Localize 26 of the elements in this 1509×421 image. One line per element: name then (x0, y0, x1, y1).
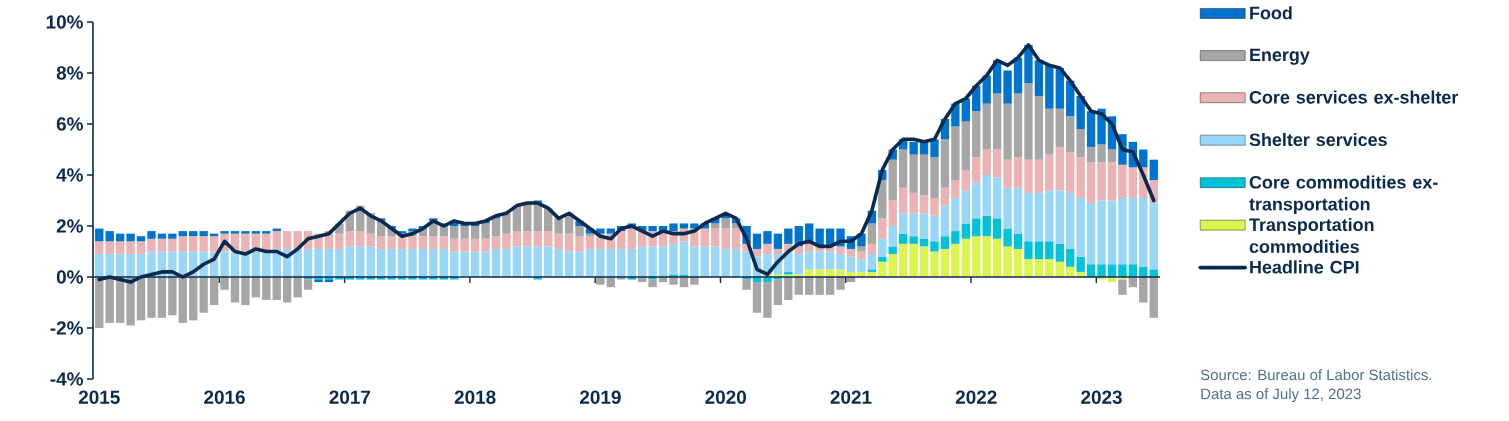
legend-label: Core services ex-shelter (1249, 90, 1459, 104)
x-tick-label: 2019 (580, 390, 621, 404)
legend-label: Core commodities ex-transportation (1249, 175, 1438, 215)
y-tick-label: 0% (56, 270, 83, 284)
y-tick-label: 10% (46, 15, 83, 29)
x-tick-label: 2017 (329, 390, 371, 404)
text: Data as of July 12, 2023 (1201, 388, 1361, 403)
legend-label: Shelter services (1249, 132, 1387, 147)
y-tick-label: -2% (50, 321, 83, 335)
legend-label: Food (1250, 6, 1292, 20)
x-tick-label: 2021 (830, 390, 872, 404)
y-tick-label: -4% (50, 372, 83, 386)
x-tick-label: 2018 (454, 390, 496, 404)
x-tick-label: 2020 (705, 390, 746, 404)
y-tick-label: 8% (56, 66, 83, 80)
legend-label: Energy (1250, 48, 1310, 65)
x-tick-label: 2023 (1081, 390, 1122, 404)
legend-label: Transportation commodities (1249, 217, 1374, 253)
y-tick-label: 6% (56, 117, 83, 131)
x-tick-label: 2022 (955, 390, 997, 404)
x-tick-label: 2016 (204, 390, 245, 404)
source-note: Source: Bureau of Labor Statistics. (1200, 369, 1432, 381)
y-tick-label: 2% (56, 219, 83, 233)
legend-label: Headline CPI (1250, 260, 1359, 274)
x-tick-label: 2015 (78, 390, 120, 404)
y-tick-label: 4% (56, 168, 83, 182)
